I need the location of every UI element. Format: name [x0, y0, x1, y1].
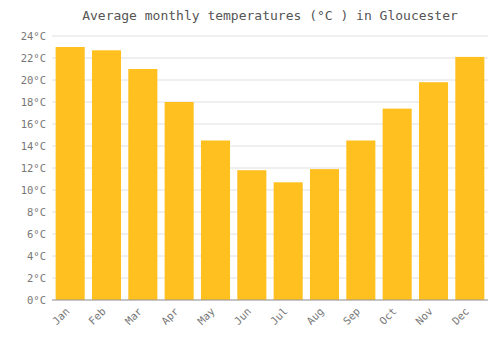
x-tick-label: Apr [159, 305, 181, 327]
x-tick-label: Aug [304, 305, 326, 327]
grid-line [52, 36, 488, 37]
y-tick-label: 10°C [21, 184, 46, 196]
title: Average monthly temperatures (°C ) in Gl… [82, 8, 458, 23]
y-tick-label: 24°C [21, 30, 46, 42]
y-tick-label: 20°C [21, 74, 46, 86]
x-tick-label: Jun [231, 305, 253, 327]
bar [128, 69, 157, 300]
y-tick-label: 12°C [21, 162, 46, 174]
y-tick-label: 6°C [27, 228, 46, 240]
x-tick-label: Nov [413, 305, 435, 327]
x-tick-label: Sep [340, 305, 362, 327]
x-axis-line [52, 300, 488, 301]
bar [237, 170, 266, 300]
bar [274, 182, 303, 300]
bar [346, 141, 375, 301]
chart: Average monthly temperatures (°C ) in Gl… [0, 0, 500, 350]
y-tick-label: 0°C [27, 294, 46, 306]
y-tick-label: 4°C [27, 250, 46, 262]
x-tick-label: Oct [377, 305, 399, 327]
bar [383, 109, 412, 300]
bar [92, 50, 121, 300]
y-tick-label: 18°C [21, 96, 46, 108]
x-tick-label: Dec [449, 305, 471, 327]
y-tick-label: 22°C [21, 52, 46, 64]
x-tick-label: Mar [122, 305, 144, 327]
bar [310, 169, 339, 300]
bars [56, 47, 485, 300]
x-tick-label: Jan [50, 305, 72, 327]
grid [52, 36, 488, 300]
bar [201, 141, 230, 301]
bar [165, 102, 194, 300]
y-tick-label: 16°C [21, 118, 46, 130]
bar [419, 82, 448, 300]
x-tick-label: May [195, 305, 217, 327]
x-tick-label: Feb [86, 305, 108, 327]
y-tick-label: 2°C [27, 272, 46, 284]
grid-line [52, 300, 488, 301]
bar [56, 47, 85, 300]
x-tick-label: Jul [268, 305, 290, 327]
y-tick-label: 14°C [21, 140, 46, 152]
bar [455, 57, 484, 300]
y-tick-label: 8°C [27, 206, 46, 218]
